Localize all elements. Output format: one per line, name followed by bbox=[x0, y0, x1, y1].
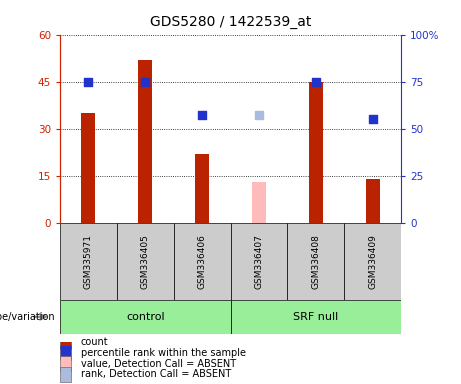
Bar bbox=[81, 113, 95, 223]
Text: SRF null: SRF null bbox=[293, 312, 338, 322]
Text: rank, Detection Call = ABSENT: rank, Detection Call = ABSENT bbox=[81, 369, 231, 379]
Text: GSM336406: GSM336406 bbox=[198, 234, 207, 288]
Bar bbox=[60, 334, 71, 349]
Text: GSM336407: GSM336407 bbox=[254, 234, 263, 288]
Bar bbox=[174, 223, 230, 300]
Text: control: control bbox=[126, 312, 165, 322]
Text: genotype/variation: genotype/variation bbox=[0, 312, 55, 322]
Bar bbox=[230, 300, 401, 334]
Text: percentile rank within the sample: percentile rank within the sample bbox=[81, 348, 246, 358]
Bar bbox=[60, 367, 71, 382]
Text: GSM336405: GSM336405 bbox=[141, 234, 150, 288]
Bar bbox=[252, 182, 266, 223]
Text: GSM336408: GSM336408 bbox=[311, 234, 320, 288]
Point bbox=[369, 116, 376, 122]
Text: GSM336409: GSM336409 bbox=[368, 234, 377, 288]
Bar bbox=[60, 223, 117, 300]
Bar bbox=[366, 179, 380, 223]
Text: GDS5280 / 1422539_at: GDS5280 / 1422539_at bbox=[150, 15, 311, 29]
Bar bbox=[309, 82, 323, 223]
Bar bbox=[138, 60, 152, 223]
Bar bbox=[60, 300, 230, 334]
Text: GSM335971: GSM335971 bbox=[84, 233, 93, 289]
Point bbox=[198, 113, 206, 119]
Bar bbox=[60, 356, 71, 371]
Bar bbox=[287, 223, 344, 300]
Point bbox=[312, 79, 319, 85]
Bar bbox=[117, 223, 174, 300]
Bar bbox=[60, 345, 71, 360]
Text: value, Detection Call = ABSENT: value, Detection Call = ABSENT bbox=[81, 359, 236, 369]
Point bbox=[142, 79, 149, 85]
Bar bbox=[230, 223, 287, 300]
Text: count: count bbox=[81, 336, 108, 346]
Point bbox=[255, 113, 263, 119]
Bar bbox=[195, 154, 209, 223]
Bar bbox=[344, 223, 401, 300]
Point bbox=[85, 79, 92, 85]
